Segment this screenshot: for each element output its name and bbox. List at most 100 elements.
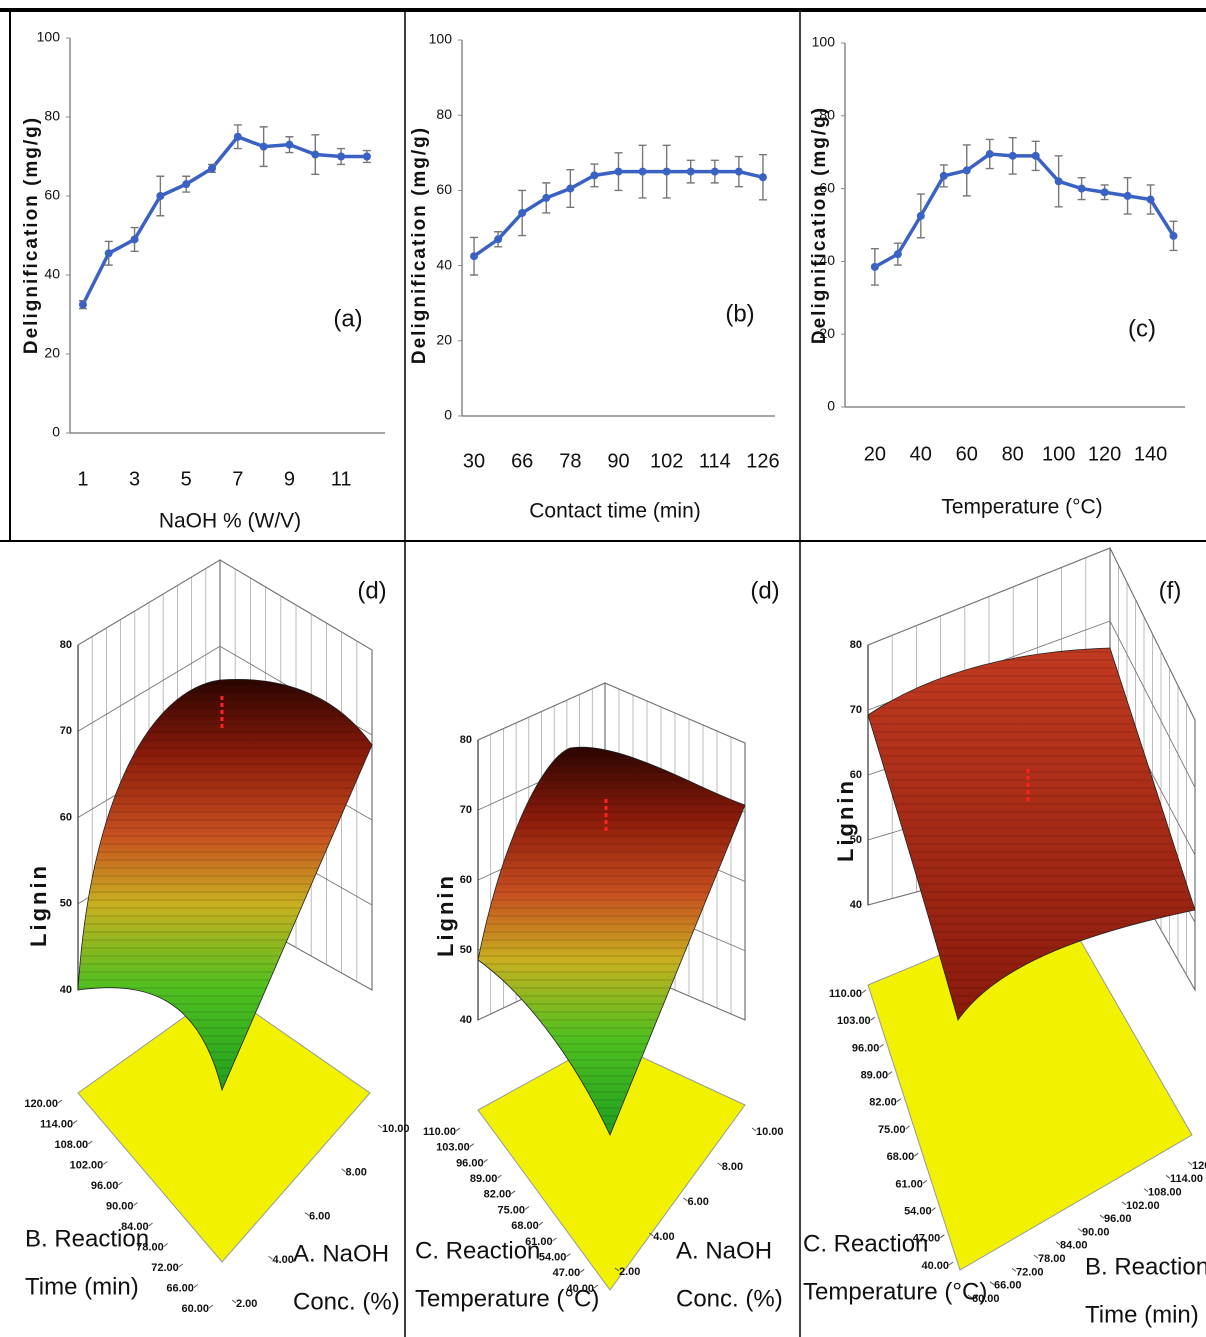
floor-tick-label: 102.00 xyxy=(70,1159,104,1171)
point xyxy=(337,152,346,161)
x-tick-label: 9 xyxy=(284,468,295,490)
point xyxy=(542,193,551,202)
x-tick-label: 78 xyxy=(559,450,581,472)
point xyxy=(1077,184,1086,193)
floor-tick xyxy=(614,1267,620,1272)
axis-label: A. NaOH xyxy=(676,1237,772,1264)
y-tick-label: 0 xyxy=(52,424,60,440)
point xyxy=(470,252,479,261)
y-axis-label: Delignification (mg/g) xyxy=(809,106,830,344)
floor-tick xyxy=(870,1016,876,1021)
surface-mesh xyxy=(78,679,372,1090)
floor-tick xyxy=(566,1253,571,1257)
point xyxy=(1054,177,1063,186)
panel-label: (b) xyxy=(725,300,754,327)
y-tick-label: 100 xyxy=(429,31,453,47)
floor-tick-label: 114.00 xyxy=(40,1118,73,1130)
floor-tick-label: 108.00 xyxy=(55,1139,89,1151)
y-tick-label: 60 xyxy=(819,179,835,195)
point xyxy=(734,167,743,176)
floor-tick-label: 120.00 xyxy=(1192,1160,1206,1172)
panel-label: (c) xyxy=(1128,315,1156,342)
floor-tick-label: 75.00 xyxy=(878,1124,906,1136)
floor-tick-label: 120.00 xyxy=(24,1098,58,1110)
point xyxy=(686,167,695,176)
floor-tick xyxy=(1011,1268,1017,1272)
floor-tick-label: 8.00 xyxy=(722,1161,743,1173)
floor-tick-label: 61.00 xyxy=(895,1178,923,1190)
axis-label: B. Reaction xyxy=(1085,1253,1206,1280)
floor-tick-label: 54.00 xyxy=(904,1206,932,1218)
axis-label: Conc. (%) xyxy=(676,1285,783,1312)
floor-tick-label: 47.00 xyxy=(913,1233,941,1245)
floor-tick-label: 6.00 xyxy=(309,1210,330,1222)
floor-tick xyxy=(887,1071,893,1075)
floor-tick xyxy=(377,1124,383,1129)
floor-tick xyxy=(1077,1228,1083,1232)
floor-tick-label: 72.00 xyxy=(1016,1266,1044,1278)
point xyxy=(566,184,575,193)
floor-tick-label: 60.00 xyxy=(972,1293,1000,1305)
floor-tick-label: 40.00 xyxy=(921,1260,949,1272)
floor-tick-label: 78.00 xyxy=(136,1241,164,1253)
floor-tick-label: 10.00 xyxy=(756,1126,784,1138)
floor-tick xyxy=(896,1098,902,1103)
floor-tick-label: 6.00 xyxy=(688,1196,709,1208)
floor-tick-label: 103.00 xyxy=(837,1015,871,1027)
point xyxy=(233,132,242,141)
floor-tick xyxy=(879,1044,884,1048)
floor-tick xyxy=(524,1206,530,1210)
point xyxy=(614,167,623,176)
axis-label: Time (min) xyxy=(25,1273,139,1300)
z-tick-label: 70 xyxy=(460,804,472,816)
point xyxy=(1008,151,1017,160)
x-tick-label: 5 xyxy=(181,468,192,490)
z-tick-label: 40 xyxy=(850,899,862,911)
point xyxy=(962,166,971,175)
z-tick-label: 40 xyxy=(60,984,72,996)
point xyxy=(916,211,925,220)
floor-tick-label: 68.00 xyxy=(511,1220,539,1232)
point xyxy=(870,262,879,271)
x-axis-label: Temperature (°C) xyxy=(941,496,1102,519)
floor-tick-label: 103.00 xyxy=(436,1142,470,1154)
x-tick-label: 11 xyxy=(331,468,352,490)
x-axis-label: NaOH % (W/V) xyxy=(159,510,301,533)
floor-tick xyxy=(304,1212,310,1216)
axis-label: Temperature (°C) xyxy=(803,1278,987,1305)
x-tick-label: 140 xyxy=(1134,443,1167,465)
x-tick-label: 40 xyxy=(910,443,932,465)
panel-borders xyxy=(0,8,1206,1337)
floor-tick-label: 90.00 xyxy=(1082,1226,1110,1238)
y-tick-label: 40 xyxy=(819,252,835,268)
floor-tick xyxy=(341,1168,346,1173)
x-tick-label: 114 xyxy=(699,450,731,472)
point xyxy=(1100,188,1109,197)
floor-tick-label: 8.00 xyxy=(346,1167,367,1179)
y-tick-label: 0 xyxy=(444,407,452,423)
y-tick-label: 20 xyxy=(436,332,452,348)
y-tick-label: 20 xyxy=(44,345,60,361)
point xyxy=(638,167,647,176)
z-tick-label: 50 xyxy=(60,898,72,910)
floor-tick xyxy=(538,1221,544,1226)
axis-label: Conc. (%) xyxy=(293,1288,400,1315)
floor-tick-label: 47.00 xyxy=(553,1267,581,1279)
point xyxy=(590,171,599,180)
grid-line xyxy=(77,559,373,651)
floor-tick xyxy=(510,1190,516,1195)
floor-tick-label: 2.00 xyxy=(236,1298,257,1310)
point xyxy=(893,250,902,259)
floor-tick xyxy=(178,1263,184,1268)
panel-label: (d) xyxy=(357,577,386,604)
floor-tick-label: 89.00 xyxy=(470,1173,498,1185)
floor-tick xyxy=(579,1268,585,1273)
point xyxy=(985,150,994,159)
floor-tick xyxy=(469,1143,475,1148)
z-tick-label: 70 xyxy=(850,704,862,716)
floor-tick xyxy=(133,1202,138,1206)
z-axis-label: Lignin xyxy=(833,778,858,862)
floor-tick-label: 2.00 xyxy=(619,1266,640,1278)
floor-tick xyxy=(552,1237,557,1242)
